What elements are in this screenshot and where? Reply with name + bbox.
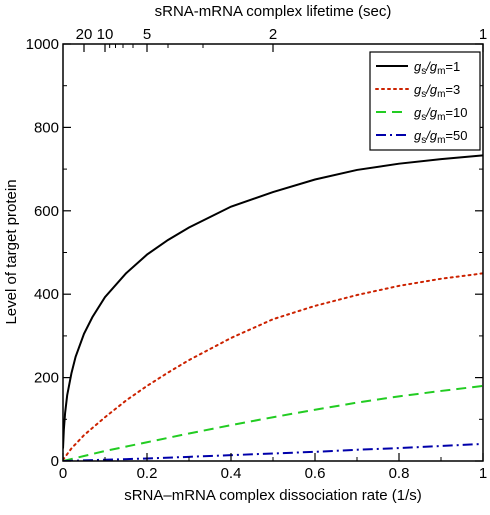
x-tick-label: 0 bbox=[59, 465, 67, 482]
series-line-eq1 bbox=[63, 154, 483, 449]
legend-label-part: g bbox=[414, 59, 422, 74]
y-axis-title: Level of target protein bbox=[3, 179, 20, 324]
legend-label-part: =10 bbox=[445, 105, 467, 120]
y-tick-label: 400 bbox=[34, 286, 59, 303]
x-tick-label: 1 bbox=[479, 465, 487, 482]
legend-label-part: m bbox=[437, 112, 445, 123]
legend-label: gs/gm=3 bbox=[414, 82, 460, 100]
legend-label: gs/gm=50 bbox=[414, 128, 467, 146]
legend-label-part: s bbox=[421, 112, 426, 123]
legend-label-part: m bbox=[437, 135, 445, 146]
y-tick-label: 800 bbox=[34, 119, 59, 136]
legend-label: gs/gm=10 bbox=[414, 105, 467, 123]
legend-label-part: /g bbox=[425, 128, 438, 143]
x-tick-label: 0.6 bbox=[305, 465, 326, 482]
y-tick-label: 200 bbox=[34, 370, 59, 387]
x-tick-label: 0.4 bbox=[221, 465, 242, 482]
series-line-eq10 bbox=[63, 384, 483, 461]
legend-label-part: s bbox=[421, 66, 426, 77]
y-tick-label: 600 bbox=[34, 203, 59, 220]
top-axis-title: sRNA-mRNA complex lifetime (sec) bbox=[155, 3, 392, 20]
legend-label-part: m bbox=[437, 89, 445, 100]
top-tick-label: 5 bbox=[143, 26, 151, 43]
legend-label-part: =3 bbox=[445, 82, 460, 97]
top-tick-label: 20 bbox=[76, 26, 93, 43]
top-tick-label: 1 bbox=[479, 26, 487, 43]
series-layer bbox=[63, 154, 483, 461]
legend-label-part: /g bbox=[425, 82, 438, 97]
legend-label-part: s bbox=[421, 135, 426, 146]
legend-label-part: g bbox=[414, 105, 422, 120]
legend-label-part: =50 bbox=[445, 128, 467, 143]
legend-label: gs/gm=1 bbox=[414, 59, 460, 77]
top-tick-label: 2 bbox=[269, 26, 277, 43]
y-tick-label: 0 bbox=[51, 453, 59, 470]
legend-box bbox=[369, 51, 481, 151]
x-axis-title: sRNA–mRNA complex dissociation rate (1/s… bbox=[124, 487, 422, 504]
legend-label-part: /g bbox=[425, 59, 438, 74]
legend-label-part: g bbox=[414, 82, 422, 97]
legend-label-part: /g bbox=[425, 105, 438, 120]
series-line-eq3 bbox=[63, 272, 483, 461]
legend-label-part: g bbox=[414, 128, 422, 143]
x-tick-label: 0.2 bbox=[137, 465, 158, 482]
legend-label-part: m bbox=[437, 66, 445, 77]
x-tick-label: 0.8 bbox=[389, 465, 410, 482]
y-tick-label: 1000 bbox=[26, 36, 59, 53]
legend-label-part: s bbox=[421, 89, 426, 100]
legend-label-part: =1 bbox=[445, 59, 460, 74]
top-tick-label: 10 bbox=[97, 26, 114, 43]
